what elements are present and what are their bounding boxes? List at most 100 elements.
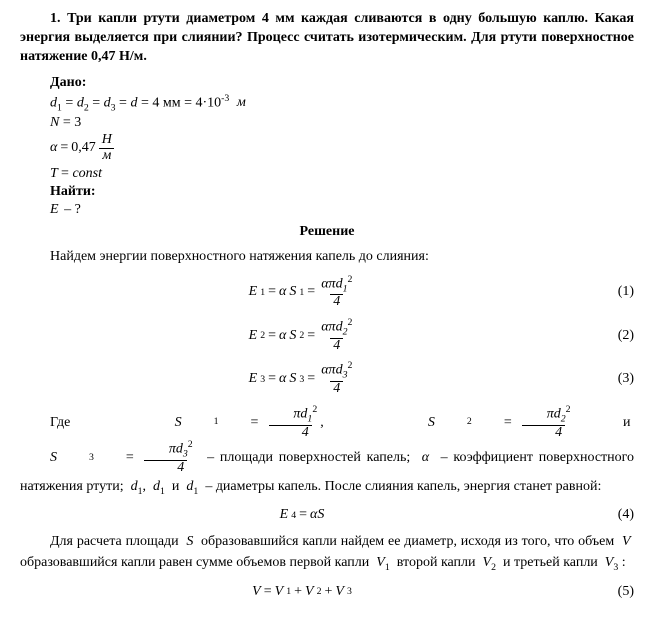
problem-statement: 1. Три капли ртути диаметром 4 мм каждая… [20,10,634,67]
eq1-S: S [289,284,296,300]
eq4-rhs: αS [310,507,324,523]
given-heading: Дано: [50,75,634,91]
eq2-den: 4 [330,338,343,354]
S3-num: πd [169,442,183,457]
find-E: E – ? [50,202,634,218]
para2-alpha: α [422,450,429,465]
eq4-E: E [280,507,289,523]
para3-d: второй капли [397,555,476,570]
para3-c: образовавшийся капли равен сумме объемов… [20,555,369,570]
eq3-formula: E3 = αS3 = απd32 4 [249,361,356,396]
eq3-E: E [249,371,258,387]
eq5-V2: V [305,584,314,600]
alpha-unit-num: Н [99,133,115,148]
para3-b: образовавшийся капли найдем ее диаметр, … [201,534,614,549]
given-diameters: d1 = d2 = d3 = d = 4 мм = 4·10-3 м [50,93,634,113]
eq1-label: (1) [584,284,634,300]
para3-a: Для расчета площади [50,534,179,549]
para2-pre: Где [50,415,70,430]
given-N: N = 3 [50,115,634,131]
S1-sym: S [145,412,182,433]
d1-sym: d [50,95,57,110]
eq1-E-sub: 1 [260,287,265,298]
d-unit-m: м [237,95,246,110]
d-sym: d [130,95,137,110]
d2-sym: d [77,95,84,110]
T-sym: T [50,166,58,181]
eq2-d: d [336,320,343,335]
alpha-val: 0,47 [71,140,96,156]
eq2-E-sub: 2 [260,330,265,341]
eq1-formula: E1 = αS1 = απd12 4 [249,275,356,310]
equation-5: V = V1 + V2 + V3 (5) [20,584,634,600]
solution-para3: Для расчета площади S образовавшийся кап… [20,531,634,575]
S3-den: 4 [144,460,187,476]
S2-sym: S [398,412,435,433]
d-value-sci: 4·10 [195,95,221,110]
S2-def: S2 = πd22 4 [398,405,574,440]
eq5-formula: V = V1 + V2 + V3 [252,584,352,600]
S3-def: S3 = πd32 4 [20,440,196,475]
S2-den: 4 [522,425,565,441]
eq1-S-sub: 1 [299,287,304,298]
eq5-label: (5) [584,584,634,600]
S3-sym: S [20,447,57,468]
eq1-num-pre: απ [321,276,335,291]
eq5-V: V [252,584,261,600]
eq3-S-sub: 3 [299,374,304,385]
solution-para2: Где S1 = πd12 4 , S2 = πd22 4 и S3 = πd3… [20,405,634,499]
eq2-alpha: α [279,328,286,344]
S1-den: 4 [269,425,312,441]
given-alpha: α = 0,47 Н м [50,133,634,163]
para3-colon: : [622,555,626,570]
para2-d1: d [131,479,138,494]
alpha-unit-frac: Н м [99,133,115,163]
d-value-exp: -3 [221,93,229,104]
para2-d1b: d [153,479,160,494]
equation-2: E2 = αS2 = απd22 4 (2) [20,318,634,353]
eq1-frac: απd12 4 [318,275,355,310]
and-1: и [623,415,631,430]
solution-heading: Решение [20,224,634,240]
para3-V1: V [376,555,385,570]
eq4-label: (4) [584,507,634,523]
S1-num: πd [293,406,307,421]
eq2-num-pre: απ [321,320,335,335]
given-T: T = const [50,166,634,182]
eq2-E: E [249,328,258,344]
N-val: 3 [74,115,81,130]
para2-tail: – диаметры капель. После слияния капель,… [205,479,601,494]
para3-V2: V [483,555,492,570]
eq4-formula: E4 = αS [280,507,325,523]
eq2-label: (2) [584,328,634,344]
eq3-label: (3) [584,371,634,387]
eq1-alpha: α [279,284,286,300]
para3-S: S [186,534,193,549]
eq2-formula: E2 = αS2 = απd22 4 [249,318,356,353]
eq5-V3: V [335,584,344,600]
eq1-d: d [336,276,343,291]
problem-number: 1. [50,11,61,26]
eq2-S-sub: 2 [299,330,304,341]
E-question: – ? [64,202,81,217]
eq3-E-sub: 3 [260,374,265,385]
para2-mid1: – площади поверхностей капель; [207,450,410,465]
eq2-frac: απd22 4 [318,318,355,353]
para3-e: и третьей капли [503,555,598,570]
E-sym: E [50,202,59,217]
equation-3: E3 = αS3 = απd32 4 (3) [20,361,634,396]
find-heading: Найти: [50,184,634,200]
eq1-den: 4 [330,294,343,310]
S1-def: S1 = πd12 4 [145,405,321,440]
equation-4: E4 = αS (4) [20,507,634,523]
N-sym: N [50,115,59,130]
solution-para1: Найдем энергии поверхностного натяжения … [20,246,634,267]
S2-num: πd [547,406,561,421]
equation-1: E1 = αS1 = απd12 4 (1) [20,275,634,310]
eq3-alpha: α [279,371,286,387]
alpha-sym: α [50,140,57,156]
problem-text: Три капли ртути диаметром 4 мм каждая сл… [20,11,634,64]
eq3-num-pre: απ [321,363,335,378]
alpha-unit-den: м [99,148,114,164]
eq3-d: d [336,363,343,378]
